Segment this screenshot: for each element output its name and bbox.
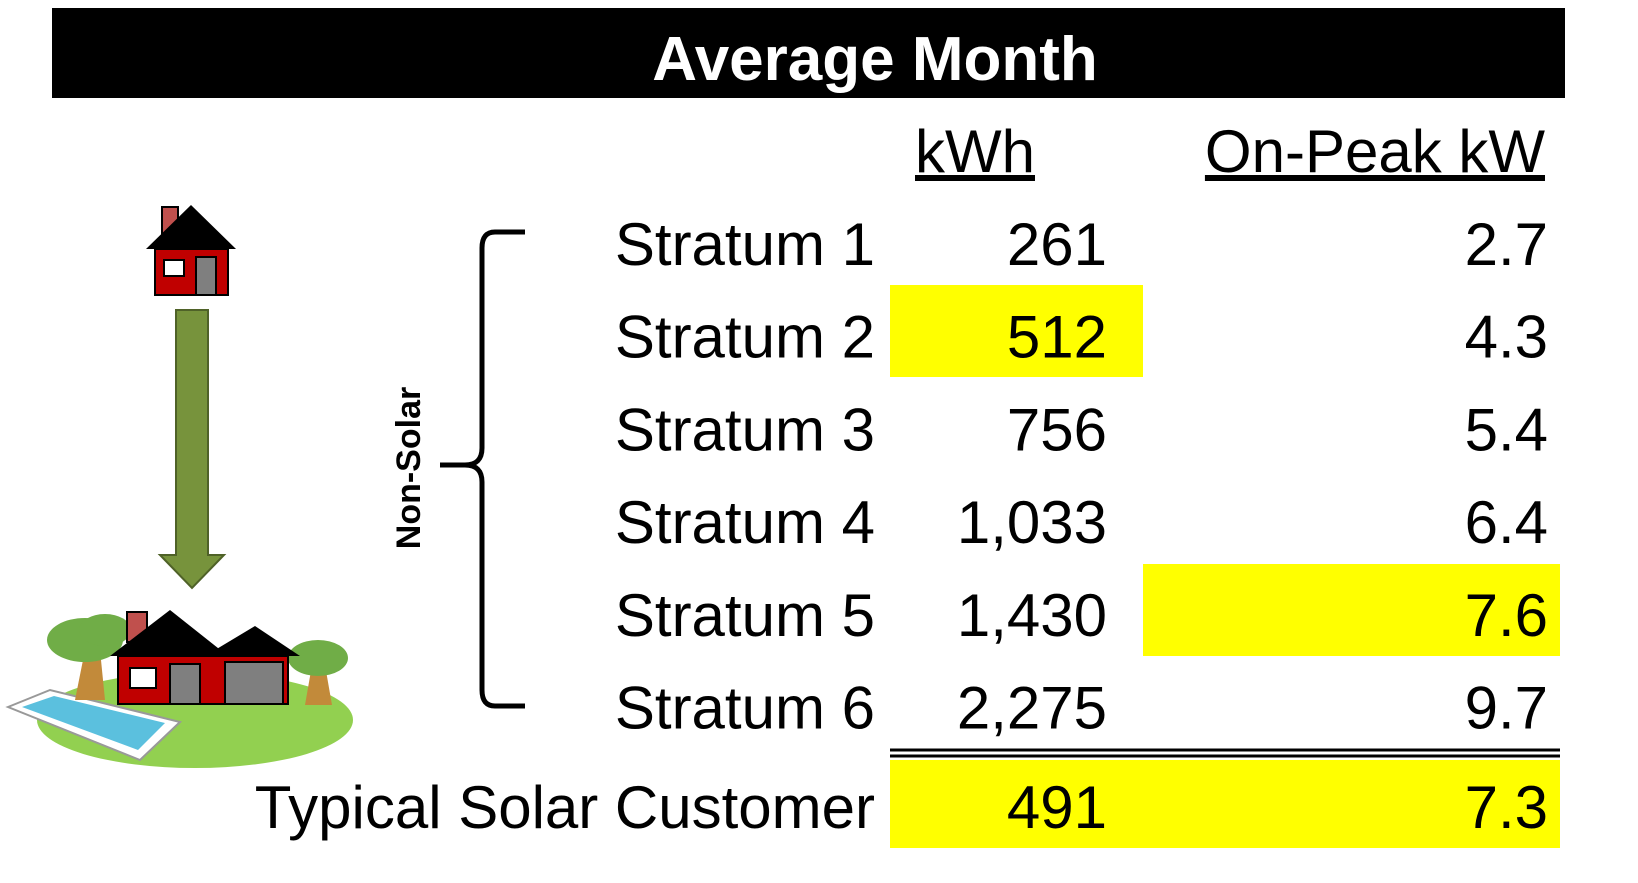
kwh-value: 2,275 — [957, 675, 1107, 742]
kw-value: 7.3 — [1465, 774, 1548, 841]
kw-value: 2.7 — [1465, 211, 1548, 278]
kw-value: 6.4 — [1465, 489, 1548, 556]
row-label: Stratum 5 — [615, 582, 875, 649]
kwh-value: 756 — [1007, 396, 1107, 463]
kw-value: 7.6 — [1465, 582, 1548, 649]
row-label: Stratum 4 — [615, 489, 875, 556]
column-header: On-Peak kW — [1205, 118, 1545, 185]
kw-value: 5.4 — [1465, 396, 1548, 463]
highlight — [890, 760, 1560, 848]
brace — [440, 229, 525, 709]
row-label: Typical Solar Customer — [255, 774, 875, 841]
kwh-value: 512 — [1007, 304, 1107, 371]
group-label: Non-Solar — [390, 387, 428, 549]
row-label: Stratum 6 — [615, 675, 875, 742]
house-icon — [146, 205, 236, 296]
title-bar — [52, 8, 1565, 98]
highlight — [890, 285, 1143, 377]
kw-value: 9.7 — [1465, 675, 1548, 742]
column-header: kWh — [915, 118, 1035, 185]
kwh-value: 1,033 — [957, 489, 1107, 556]
kw-value: 4.3 — [1465, 304, 1548, 371]
kwh-value: 491 — [1007, 774, 1107, 841]
rows: Stratum 1 261 2.7 Stratum 2 512 4.3 Stratum 3 7… — [615, 211, 1548, 742]
row-label: Stratum 2 — [615, 304, 875, 371]
row-label: Stratum 3 — [615, 396, 875, 463]
kwh-value: 261 — [1007, 211, 1107, 278]
highlight — [1143, 564, 1560, 656]
title: Average Month — [652, 25, 1098, 94]
solar-house-icon — [5, 610, 353, 768]
arrow — [157, 309, 227, 590]
row-label: Stratum 1 — [615, 211, 875, 278]
kwh-value: 1,430 — [957, 582, 1107, 649]
